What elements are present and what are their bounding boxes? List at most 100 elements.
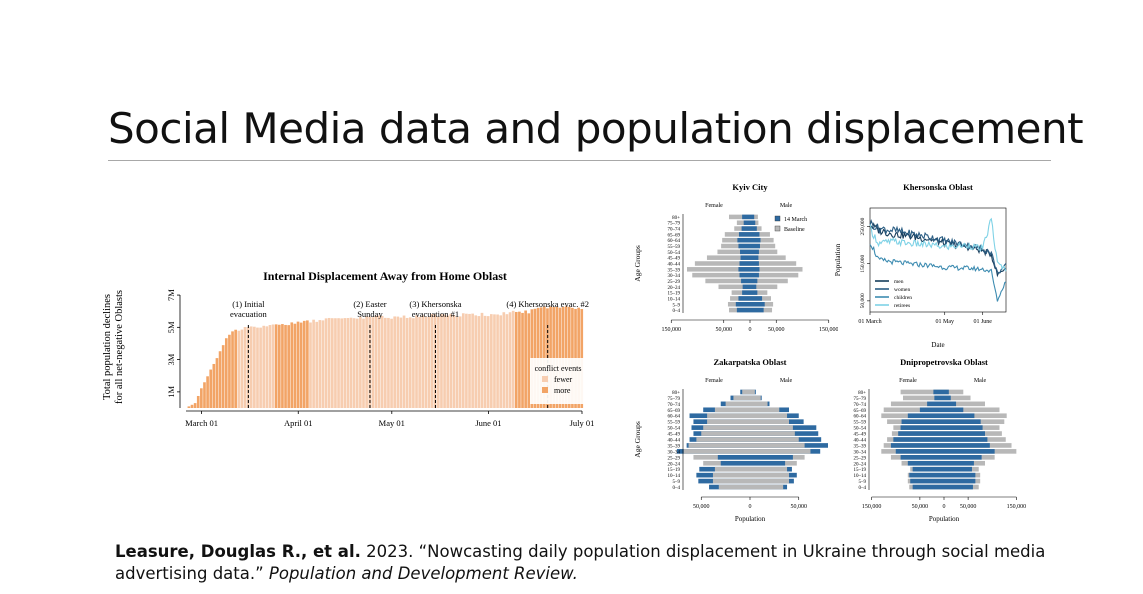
age-group-label: 15–19 [854,468,867,473]
current-bar [912,484,944,490]
displacement-bar [443,314,446,408]
y-tick-label: 3M [166,353,176,365]
displacement-bar [390,318,393,408]
current-bar [739,261,750,266]
title-divider [108,160,1051,161]
displacement-bar [499,315,503,408]
displacement-bar [461,313,465,408]
female-label: Female [705,378,723,384]
slide-title: Social Media data and population displac… [108,104,1084,153]
plot-frame [869,207,1007,313]
age-group-label: 65–69 [854,409,867,414]
current-bar [742,284,750,290]
age-group-label: 80+ [858,391,866,396]
displacement-bar [355,318,359,408]
current-bar [944,472,976,478]
displacement-bar [421,315,425,408]
baseline-bar [750,431,795,436]
current-bar [738,296,750,301]
baseline-bar [944,407,1000,413]
baseline-bar [736,220,750,226]
displacement-bar [502,312,506,408]
displacement-bar [543,306,546,408]
current-bar [927,401,944,407]
legend-swatch [542,376,548,382]
displacement-bar [493,314,496,408]
baseline-bar [903,395,944,401]
baseline-bar [694,261,750,266]
x-tick-label: 150,000 [1007,504,1027,510]
displacement-bar [234,329,237,408]
current-bar [750,455,793,460]
baseline-bar [718,484,750,490]
baseline-bar [724,232,750,237]
age-group-label: 70–74 [668,403,681,408]
dnipropetrovska-pyramid: Dnipropetrovska Oblast Female Male 0–45–910… [854,357,1027,523]
age-group-label: 60–64 [668,415,681,420]
baseline-bar [750,449,811,454]
displacement-bar [483,315,487,408]
displacement-bar [508,312,512,408]
current-bar [737,237,750,243]
current-bar [741,226,750,231]
baseline-bar [717,249,750,255]
displacement-bar [274,324,278,408]
baseline-bar [707,419,750,424]
current-bar [944,484,973,490]
current-bar [912,466,944,472]
current-bar [742,214,750,220]
baseline-bar [750,443,805,448]
series-line-women [869,219,1007,274]
current-bar [717,455,750,460]
baseline-bar [900,389,944,395]
displacement-bar [253,326,256,408]
current-bar [750,284,757,290]
displacement-bar [465,313,468,408]
y-axis-label: for all net-negative Oblasts [114,290,125,404]
current-bar [934,395,944,401]
y-tick-label: 250,000 [860,217,866,235]
age-group-label: 80+ [672,391,680,396]
x-tick-label: 50,000 [791,504,808,510]
current-bar [944,395,951,401]
current-bar [750,296,763,301]
age-group-label: 5–9 [859,480,867,485]
displacement-bar [268,325,272,408]
current-bar [743,220,750,226]
age-group-label: 5–9 [673,303,681,308]
baseline-bar [750,284,778,290]
displacement-bar [315,321,319,408]
current-bar [750,278,758,284]
displacement-bar [561,306,565,408]
y-axis-label: Age Groups [633,421,642,458]
displacement-bar [408,317,412,408]
age-group-label: 60–64 [854,415,867,420]
age-group-label: 15–19 [668,292,681,297]
age-group-label: 55–59 [854,421,867,426]
legend-label: retirees [894,303,910,309]
displacement-bar [259,327,262,408]
displacement-bar [437,316,440,408]
current-bar [944,389,949,395]
citation-journal: Population and Development Review. [268,564,578,583]
line-chart-title: Khersonska Oblast [903,182,973,192]
baseline-bar [721,243,750,249]
x-tick-label: 50,000 [693,504,710,510]
current-bar [750,267,760,272]
x-tick-label: 50,000 [960,504,977,510]
x-tick-label: 01 June [973,319,992,325]
baseline-bar [750,395,761,401]
displacement-bar [511,310,515,408]
age-group-label: 45–49 [668,433,681,438]
y-tick-label: 150,000 [860,255,866,273]
displacement-bar [393,316,397,408]
male-label: Male [974,378,987,384]
displacement-bar [446,315,450,408]
age-group-label: 35–39 [668,268,681,273]
displacement-bar [374,315,378,408]
current-bar [944,419,981,424]
displacement-bar [490,314,493,408]
citation-text: 2023. “Nowcasting daily population displ… [115,542,1046,583]
pyramid-title: Zakarpatska Oblast [714,357,787,367]
displacement-bar [306,320,309,408]
